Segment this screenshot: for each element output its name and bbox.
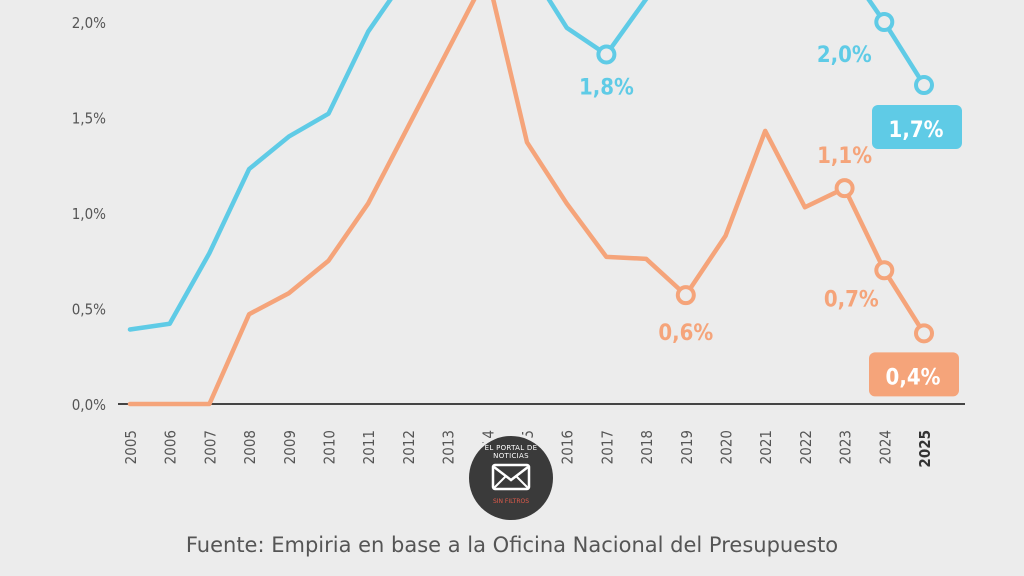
data-point-marker [675,285,696,306]
data-label: 0,7% [824,287,879,312]
x-tick-label: 2008 [241,430,259,464]
x-tick-label: 2012 [400,430,418,464]
data-point-marker [596,44,617,65]
source-note: Fuente: Empiria en base a la Oficina Nac… [185,533,839,557]
x-tick-label: 2023 [837,430,855,464]
data-label: 0,6% [658,321,713,346]
x-tick-label: 2019 [678,430,696,464]
x-tick-label: 2009 [281,430,299,464]
data-point-marker [874,12,895,32]
x-tick-label: 2018 [638,430,656,464]
data-point-marker [914,323,934,344]
data-point-marker [914,75,934,96]
data-label: 0,4% [886,365,941,390]
x-tick-label: 2021 [757,430,775,464]
value-badge [869,352,959,397]
x-tick-label: 2022 [797,430,815,464]
x-tick-label: 2006 [162,430,180,464]
series-line-1 [127,0,927,407]
y-tick-label: 1,5% [72,110,106,128]
x-tick-label: 2025 [916,430,934,468]
x-tick-label: 2024 [876,430,894,464]
envelope-icon [491,463,531,491]
y-tick-label: 0,0% [72,396,106,414]
x-tick-label: 2013 [440,430,458,464]
data-point-marker [874,260,895,281]
data-point-marker [834,178,855,199]
x-tick-label: 2011 [360,430,378,464]
value-badge [872,105,962,150]
data-label: 1,8% [579,75,634,100]
y-tick-label: 1,0% [72,205,106,223]
x-tick-label: 2010 [321,430,339,464]
logo-text: EL PORTAL DE NOTICIAS [484,444,538,460]
x-tick-label: 2020 [718,430,736,464]
data-label: 1,1% [817,144,872,169]
x-tick-label: 2017 [598,430,616,464]
x-tick-label: 5 [519,430,537,439]
y-tick-label: 0,5% [72,301,106,319]
data-label: 1,7% [889,118,944,143]
x-tick-label: 2007 [201,430,219,464]
watermark-logo: EL PORTAL DE NOTICIAS SIN FILTROS [469,436,553,520]
x-tick-label: 2005 [122,430,140,464]
logo-subtext: SIN FILTROS [492,498,530,505]
series-line-0 [127,0,927,332]
y-tick-label: 2,0% [72,14,106,32]
data-label: 2,0% [817,43,872,68]
x-tick-label: 2016 [559,430,577,464]
